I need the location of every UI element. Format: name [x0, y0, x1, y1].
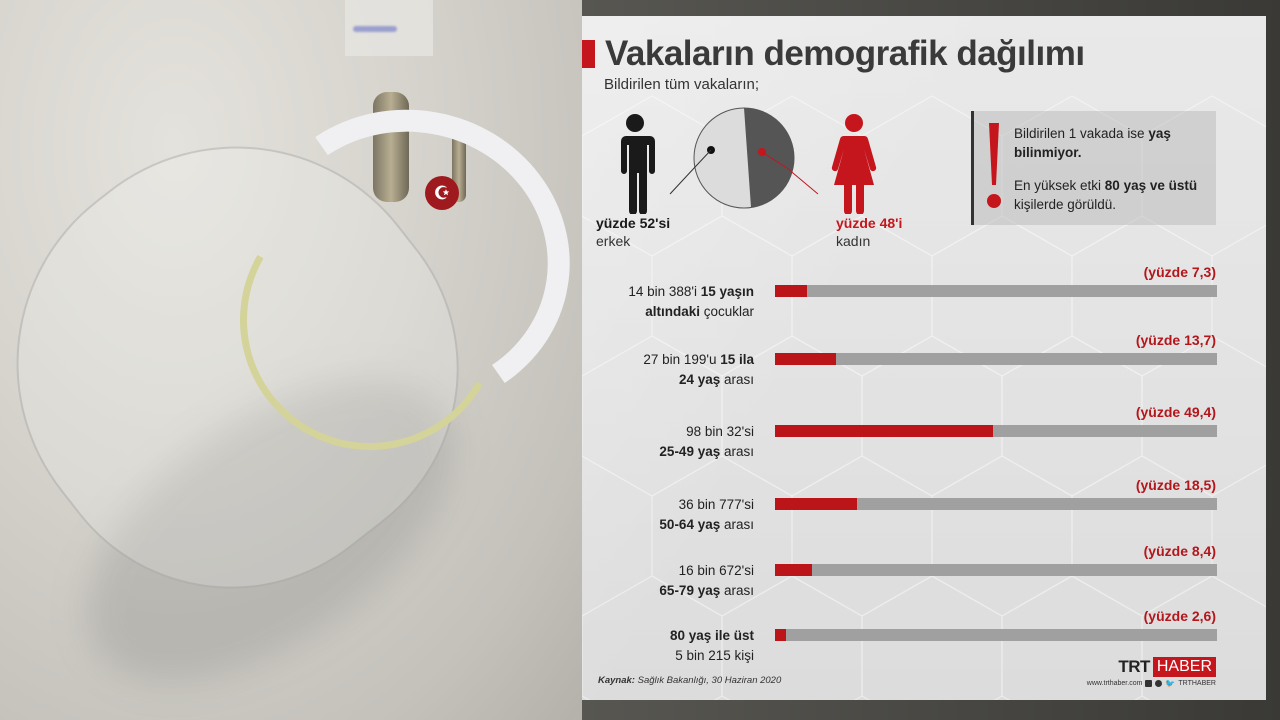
- age-bar-track: [775, 629, 1217, 641]
- facebook-icon: [1145, 680, 1153, 687]
- age-bar-label: 27 bin 199'u 15 ila 24 yaş arası: [643, 352, 754, 387]
- age-bar-track: [775, 285, 1217, 297]
- age-bar-fill: [775, 285, 808, 297]
- age-bar-row: 36 bin 777'si 50-64 yaş arası (yüzde 18,…: [582, 477, 1266, 537]
- age-bar-percentage: (yüzde 13,7): [1135, 332, 1216, 348]
- photo-hook: [373, 92, 409, 202]
- age-bar-label: 36 bin 777'si 50-64 yaş arası: [659, 497, 754, 532]
- age-bar-track: [775, 353, 1217, 365]
- age-bar-row: 80 yaş ile üst 5 bin 215 kişi (yüzde 2,6…: [582, 608, 1266, 668]
- age-bar-percentage: (yüzde 8,4): [1143, 543, 1216, 559]
- photo-note-paper: [345, 0, 433, 56]
- age-bar-fill: [775, 353, 836, 365]
- female-percentage: yüzde 48'i: [836, 215, 903, 231]
- gender-pie-chart: [692, 106, 796, 210]
- male-label: erkek: [596, 233, 631, 249]
- title-row: Vakaların demografik dağılımı: [582, 34, 1085, 74]
- trt-haber-logo: TRT HABER www.trthaber.com 🐦 TRTHABER: [1086, 657, 1216, 688]
- age-bar-row: 14 bin 388'i 15 yaşın altındaki çocuklar…: [582, 264, 1266, 324]
- info-note-box: Bildirilen 1 vakada ise yaş bilinmiyor. …: [971, 111, 1216, 225]
- age-bar-track: [775, 564, 1217, 576]
- female-label: kadın: [836, 233, 871, 249]
- age-bar-label: 14 bin 388'i 15 yaşın altındaki çocuklar: [628, 284, 754, 319]
- age-bar-percentage: (yüzde 7,3): [1143, 264, 1216, 280]
- age-bar-label: 80 yaş ile üst 5 bin 215 kişi: [669, 628, 754, 663]
- age-bar-percentage: (yüzde 49,4): [1135, 404, 1216, 420]
- age-bar-fill: [775, 498, 857, 510]
- infographic-subtitle: Bildirilen tüm vakaların;: [604, 76, 760, 93]
- info-note-text: Bildirilen 1 vakada ise yaş bilinmiyor. …: [1014, 126, 1198, 212]
- age-bar-percentage: (yüzde 2,6): [1143, 608, 1216, 624]
- age-bar-row: 27 bin 199'u 15 ila 24 yaş arası (yüzde …: [582, 332, 1266, 392]
- age-bar-fill: [775, 564, 813, 576]
- background-photo: ☪: [0, 0, 582, 720]
- age-bar-track: [775, 425, 1217, 437]
- title-accent-bar: [582, 40, 595, 68]
- exclamation-icon: [986, 123, 1002, 218]
- age-bar-label: 16 bin 672'si 65-79 yaş arası: [659, 563, 754, 598]
- infographic-title: Vakaların demografik dağılımı: [605, 34, 1085, 73]
- age-bar-row: 98 bin 32'si 25-49 yaş arası (yüzde 49,4…: [582, 404, 1266, 464]
- twitter-icon: 🐦: [1165, 679, 1176, 688]
- age-bar-row: 16 bin 672'si 65-79 yaş arası (yüzde 8,4…: [582, 543, 1266, 603]
- source-note: Kaynak: Sağlık Bakanlığı, 30 Haziran 202…: [598, 675, 782, 686]
- instagram-icon: [1155, 680, 1163, 687]
- male-percentage: yüzde 52'si: [596, 215, 671, 231]
- age-bar-label: 98 bin 32'si 25-49 yaş arası: [659, 424, 754, 459]
- female-figure-icon: [830, 114, 878, 214]
- age-bar-fill: [775, 629, 787, 641]
- pie-leader-lines: [669, 146, 819, 195]
- age-bar-fill: [775, 425, 994, 437]
- male-figure-icon: [614, 114, 656, 214]
- turkish-flag-icon: ☪: [425, 176, 459, 210]
- age-bar-percentage: (yüzde 18,5): [1135, 477, 1216, 493]
- infographic-panel: Vakaların demografik dağılımı Bildirilen…: [582, 16, 1266, 700]
- age-bar-track: [775, 498, 1217, 510]
